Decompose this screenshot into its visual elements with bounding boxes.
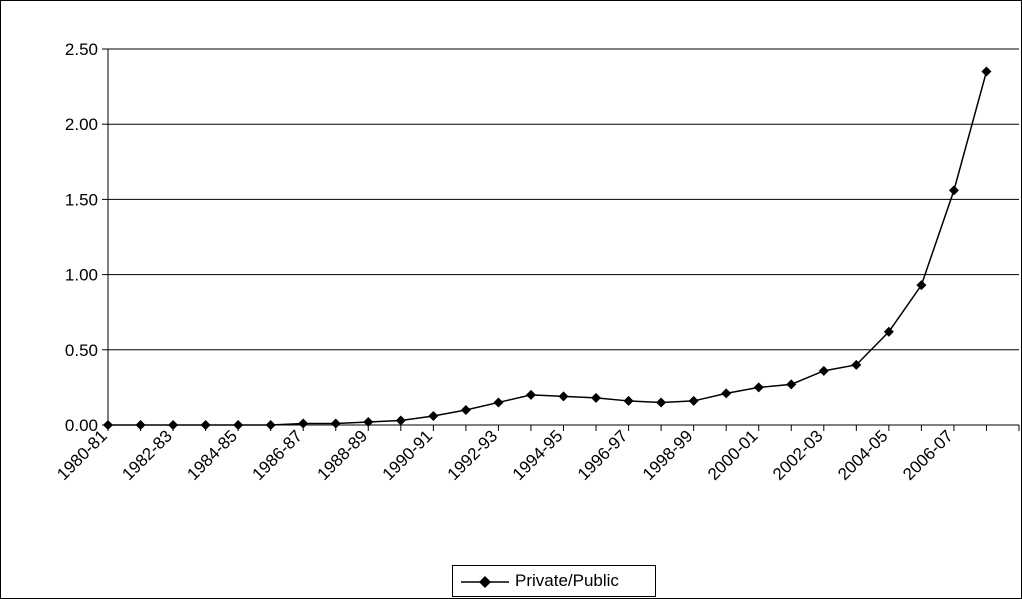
y-tick-labels: 0.00 0.50 1.00 1.50 2.00 2.50: [65, 40, 98, 435]
x-tick-label: 2000-01: [704, 426, 762, 484]
series-line: [108, 71, 988, 426]
data-point-marker: [981, 66, 992, 77]
data-point-marker: [265, 420, 276, 430]
x-tick-label: 2004-05: [834, 426, 892, 484]
y-tick-label: 0.50: [65, 341, 98, 360]
data-point-marker: [428, 410, 439, 421]
data-point-marker: [168, 420, 179, 430]
x-tick-label: 1990-91: [379, 426, 437, 484]
data-point-marker: [233, 420, 244, 430]
data-point-marker: [493, 397, 504, 408]
x-tick-labels: 1980-81 1982-83 1984-85 1986-87 1988-89 1990-…: [53, 426, 956, 484]
data-point-marker: [851, 359, 862, 370]
x-tick-label: 2006-07: [899, 426, 957, 484]
data-point-marker: [948, 185, 959, 196]
legend: Private/Public: [452, 565, 656, 597]
x-tick-label: 1984-85: [183, 426, 241, 484]
y-tick-label: 1.00: [65, 266, 98, 285]
x-tick-label: 1988-89: [314, 426, 372, 484]
legend-swatch-icon: [461, 576, 509, 588]
data-point-marker: [591, 392, 602, 403]
y-tick-label: 2.00: [65, 115, 98, 134]
y-tick-label: 1.50: [65, 190, 98, 209]
x-tick-label: 2002-03: [769, 426, 827, 484]
data-point-marker: [558, 391, 569, 402]
data-point-marker: [135, 420, 146, 430]
x-tick-label: 1982-83: [118, 426, 176, 484]
data-point-marker: [721, 388, 732, 399]
x-tick-label: 1980-81: [53, 426, 111, 484]
axes: [102, 48, 1020, 431]
x-tick-label: 1992-93: [444, 426, 502, 484]
legend-label: Private/Public: [515, 571, 619, 590]
gridlines: [108, 48, 1019, 351]
x-tick-label: 1996-97: [574, 426, 632, 484]
data-point-marker: [363, 416, 374, 427]
data-point-marker: [883, 326, 894, 337]
data-point-marker: [688, 395, 699, 406]
data-point-marker: [395, 415, 406, 426]
data-point-marker: [656, 397, 667, 408]
data-point-marker: [200, 420, 211, 430]
x-tick-label: 1986-87: [248, 426, 306, 484]
data-point-marker: [103, 420, 113, 430]
series-private-public: [103, 66, 992, 430]
y-tick-label: 2.50: [65, 40, 98, 59]
x-tick-label: 1998-99: [639, 426, 697, 484]
data-point-marker: [786, 379, 797, 390]
data-point-marker: [818, 365, 829, 376]
data-point-marker: [460, 404, 471, 415]
x-tick-label: 1994-95: [509, 426, 567, 484]
data-point-marker: [753, 382, 764, 393]
y-tick-label: 0.00: [65, 416, 98, 435]
data-point-marker: [525, 389, 536, 400]
data-point-marker: [330, 418, 341, 429]
data-point-marker: [298, 418, 309, 429]
data-point-marker: [916, 280, 927, 291]
data-point-marker: [623, 395, 634, 406]
